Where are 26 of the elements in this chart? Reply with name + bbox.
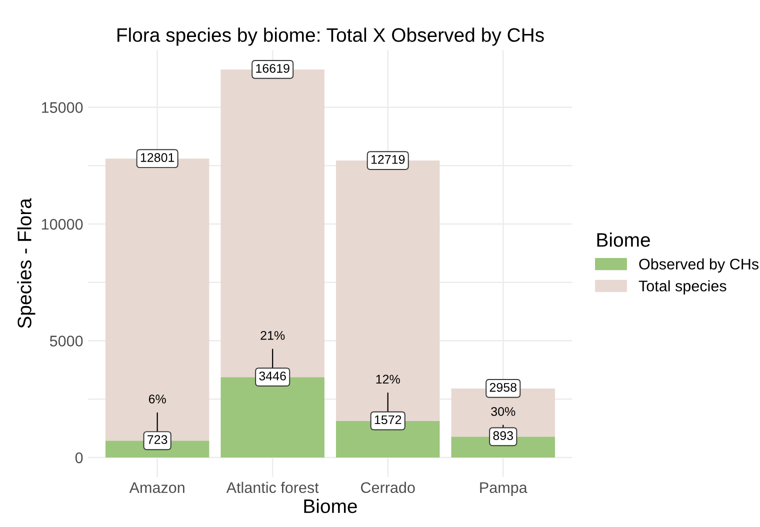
x-tick-label: Amazon	[129, 482, 184, 494]
data-label: 3446	[259, 372, 286, 380]
total-label: 12719	[371, 155, 405, 164]
x-tick-label: Atlantic forest	[226, 482, 319, 494]
total-label: 2958	[490, 382, 516, 392]
x-tick-label: Pampa	[480, 482, 528, 496]
data-label: 1572	[374, 415, 402, 424]
data-label: 723	[148, 435, 168, 444]
y-tick-label: 10000	[42, 218, 83, 230]
x-axis-title: Biome	[304, 498, 357, 514]
x-tick-label: Cerrado	[361, 482, 415, 494]
annotation: 21%	[260, 331, 285, 340]
y-tick-label: 5000	[50, 336, 83, 346]
total-label: 12801	[140, 153, 174, 162]
annotation: 6%	[148, 394, 166, 404]
legend-label: Total species	[638, 280, 726, 294]
annotation: 30%	[491, 407, 516, 416]
legend-title: Biome	[597, 232, 650, 247]
y-tick-label: 15000	[42, 102, 83, 113]
data-label: 893	[493, 431, 513, 440]
y-axis-title: Species - Flora	[17, 198, 36, 328]
legend-label: Observed by CHs	[639, 258, 759, 273]
annotation: 12%	[376, 374, 400, 384]
chart-title: Flora species by biome: Total X Observed by CHs	[117, 28, 544, 46]
y-tick-label: 0	[75, 452, 83, 464]
total-label: 16619	[256, 64, 290, 73]
